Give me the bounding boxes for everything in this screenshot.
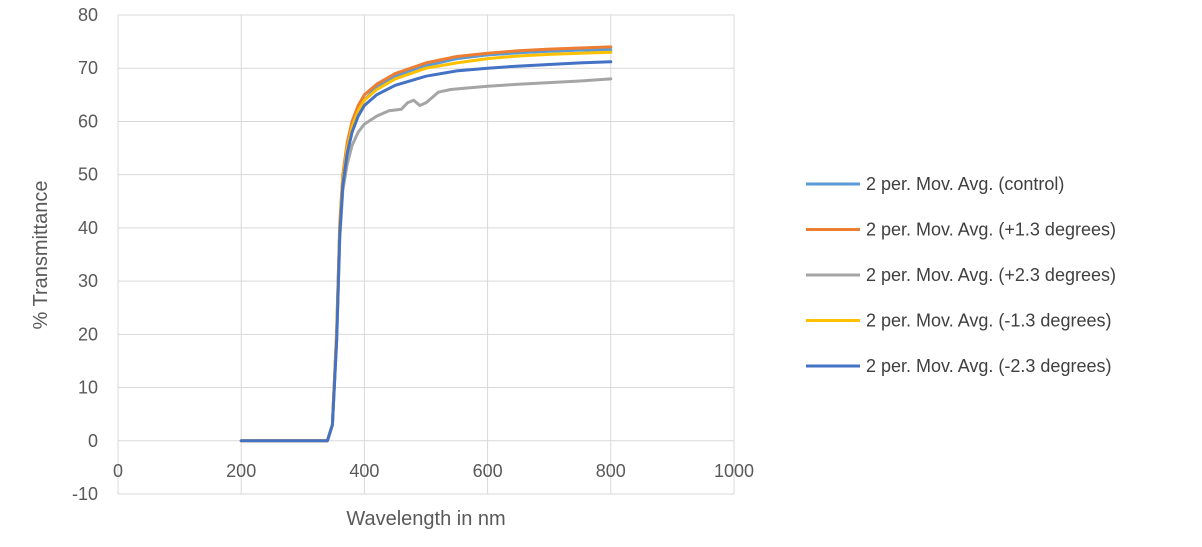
y-tick-label: 10 <box>78 378 98 398</box>
series-line-4 <box>239 50 613 443</box>
legend-label-1: 2 per. Mov. Avg. (control) <box>866 174 1064 194</box>
y-tick-label: 80 <box>78 5 98 25</box>
legend-label-4: 2 per. Mov. Avg. (-1.3 degrees) <box>866 311 1111 331</box>
y-tick-label: 60 <box>78 111 98 131</box>
x-tick-label: 200 <box>226 461 256 481</box>
series-line-1 <box>239 48 613 443</box>
x-tick-label: 0 <box>113 461 123 481</box>
legend-label-5: 2 per. Mov. Avg. (-2.3 degrees) <box>866 356 1111 376</box>
series-line-5 <box>239 60 613 443</box>
legend: 2 per. Mov. Avg. (control) 2 per. Mov. Av… <box>806 174 1116 376</box>
y-tick-label: 40 <box>78 218 98 238</box>
legend-label-3: 2 per. Mov. Avg. (+2.3 degrees) <box>866 265 1116 285</box>
y-axis-title: % Transmittance <box>30 181 52 330</box>
y-tick-label: 20 <box>78 324 98 344</box>
y-tick-label: -10 <box>72 484 98 504</box>
x-tick-label: 400 <box>349 461 379 481</box>
y-tick-label: 0 <box>88 431 98 451</box>
y-tick-label: 30 <box>78 271 98 291</box>
series-lines <box>239 45 613 443</box>
x-tick-label: 1000 <box>714 461 754 481</box>
x-tick-label: 600 <box>473 461 503 481</box>
series-line-3 <box>239 77 613 443</box>
y-tick-label: 70 <box>78 58 98 78</box>
x-axis-title: Wavelength in nm <box>346 508 505 530</box>
series-line-2 <box>239 45 613 443</box>
legend-label-2: 2 per. Mov. Avg. (+1.3 degrees) <box>866 220 1116 240</box>
y-tick-label: 50 <box>78 165 98 185</box>
x-tick-label: 800 <box>596 461 626 481</box>
grid <box>117 14 735 495</box>
